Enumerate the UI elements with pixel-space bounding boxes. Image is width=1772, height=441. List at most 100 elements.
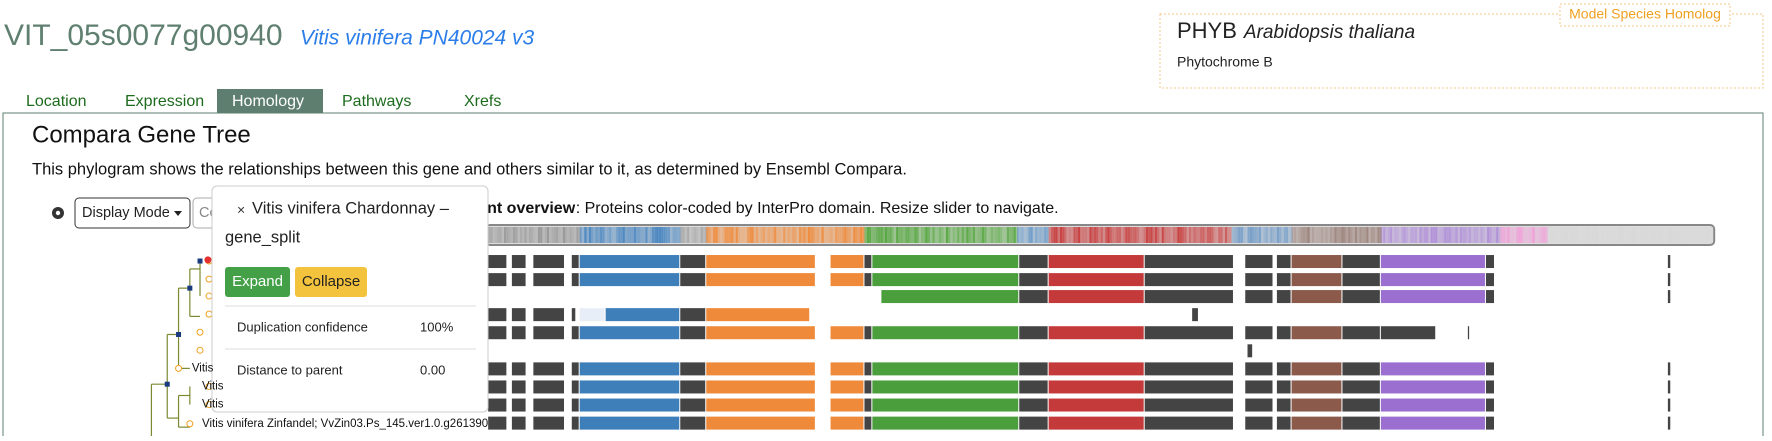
alignment-segment [706,362,815,376]
overview-stripe [1437,227,1440,243]
overview-stripe [1699,227,1702,243]
overview-stripe [1502,227,1506,243]
tab[interactable]: Expression [125,93,204,110]
gear[interactable] [52,207,64,219]
overview-stripe [615,227,619,243]
inner-node[interactable] [187,285,193,291]
tabs: Location Expression Homology Pathways Xrefs [26,89,501,113]
overview-stripe [1139,227,1142,243]
overview-stripe [1334,227,1337,243]
leaf-node[interactable] [205,292,213,300]
overview-stripe [1120,227,1124,243]
overview-stripe [1096,227,1099,243]
overview-stripe [574,227,577,243]
overview-stripe [1357,227,1360,243]
overview-stripe [1021,227,1024,243]
overview-stripe [1670,227,1673,243]
alignment-segment [1467,326,1470,340]
alignment-segment [1144,362,1233,376]
overview-stripe [1462,227,1465,243]
overview-stripe [1288,227,1291,243]
tab[interactable]: Pathways [342,93,411,110]
alignment-segment [1245,326,1273,340]
expand-button[interactable] [225,267,290,297]
alignment-segment [706,255,815,269]
overview-stripe [604,227,607,243]
overview-stripe [742,227,745,243]
inner-node[interactable] [197,258,203,264]
overview-stripe [1584,227,1587,243]
overview-stripe [1706,227,1709,243]
overview-stripe [1084,227,1088,243]
overview-stripe [645,227,648,243]
tab[interactable]: Xrefs [464,93,501,110]
alignment-segment [872,380,1019,394]
overview-stripe [1624,227,1628,243]
overview-stripe [1125,227,1128,243]
overview-stripe [638,227,641,243]
overview-stripe [1493,227,1497,243]
display-mode-button[interactable] [74,197,191,229]
genome[interactable]: Vitis vinifera PN40024 v3 [300,27,535,50]
overview-stripe [1453,227,1456,243]
leaf-label[interactable]: Vitis [202,380,224,392]
display-mode-label[interactable]: Display Mode [82,205,170,221]
overview-stripe [1582,227,1585,243]
leaf-node[interactable] [205,275,213,283]
tab[interactable]: Location [26,93,87,110]
leaf-node[interactable] [186,420,194,428]
overview-stripe [1701,227,1705,243]
alignment-segment [872,398,1019,412]
inner-node[interactable] [176,331,182,337]
overview-stripe [1586,227,1589,243]
expand-label[interactable]: Expand [232,273,283,290]
overview-stripe [1683,227,1686,243]
overview-stripe [1541,227,1544,243]
overview-stripe [1473,227,1476,243]
popup: × Vitis vinifera Chardonnay – gene_split… [211,185,489,413]
overview-stripe [1037,227,1040,243]
leaf-node[interactable] [175,364,183,372]
leaf-node[interactable] [196,328,204,336]
alignment-segment [830,380,864,394]
popup-close[interactable]: × [237,202,245,218]
overview-stripe [1464,227,1467,243]
overview-stripe [1145,227,1149,243]
overview-stripe [1247,227,1250,243]
overview-stripe [1444,227,1447,243]
leaf-label[interactable]: Vitis [192,362,214,374]
collapse-button[interactable] [295,267,367,297]
leaf-label[interactable]: Vitis [202,399,224,411]
overview-stripe [1279,227,1282,243]
overview-stripe [1202,227,1205,243]
overview-stripe [1332,227,1335,243]
overview-stripe [1550,227,1553,243]
leaf-label[interactable]: Vitis vinifera Zinfandel; VvZin03.Ps_145… [202,418,488,430]
overview-stripe [1163,227,1167,243]
leaf-node[interactable] [205,310,213,318]
panel-description: This phylogram shows the relationships b… [32,160,907,178]
overview-stripe [588,227,591,243]
overview-stripe [855,227,858,243]
alignment-segment [1048,380,1144,394]
overview-stripe [1157,227,1160,243]
overview-bar[interactable] [484,224,1716,246]
overview-stripe [1159,227,1162,243]
overview-stripe [1141,227,1144,243]
overview-stripe [758,227,761,243]
overview-stripe [1361,227,1364,243]
overview-stripe [1514,227,1517,243]
inner-node[interactable] [164,381,170,387]
overview-stripe [1410,227,1413,243]
overview-stripe [631,227,634,243]
tab[interactable]: Homology [232,93,304,110]
overview-stripe [1341,227,1344,243]
collapse-label[interactable]: Collapse [302,273,360,290]
alignment-segment [830,362,864,376]
leaf-node[interactable] [196,346,204,354]
alignment-segment [533,398,564,412]
overview-stripe [1175,227,1178,243]
overview-stripe [1417,227,1420,243]
overview-stripe [499,227,502,243]
overview-stripe [810,227,813,243]
